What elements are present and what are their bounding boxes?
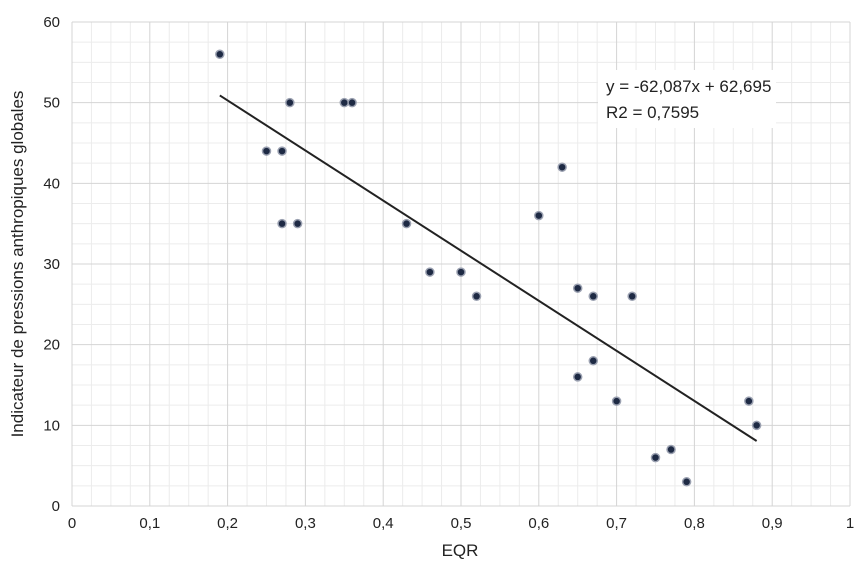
x-tick-label: 0,6 [528, 515, 549, 532]
equation-label: y = -62,087x + 62,695 [606, 77, 771, 96]
data-point [471, 291, 482, 302]
data-point [347, 97, 357, 108]
data-point [666, 444, 676, 455]
y-tick-label: 20 [43, 337, 60, 354]
y-tick-label: 10 [43, 417, 60, 434]
data-point [401, 218, 412, 229]
y-tick-label: 60 [43, 14, 60, 31]
x-tick-label: 0,2 [217, 515, 238, 532]
x-axis-title: EQR [442, 541, 479, 560]
x-tick-label: 0,7 [606, 515, 627, 532]
y-tick-label: 50 [43, 95, 60, 112]
data-point [292, 218, 303, 229]
data-point [261, 146, 272, 156]
x-tick-label: 0,8 [684, 515, 705, 532]
data-point [339, 97, 350, 108]
data-point [534, 210, 544, 221]
y-tick-label: 0 [52, 498, 60, 515]
data-point [277, 146, 287, 156]
x-tick-label: 0,5 [451, 515, 472, 532]
data-point [557, 162, 567, 172]
data-point [277, 218, 287, 229]
x-tick-label: 1 [846, 515, 854, 532]
y-tick-label: 40 [43, 175, 60, 192]
y-axis-title: Indicateur de pressions anthropiques glo… [8, 91, 27, 438]
data-point [425, 267, 435, 277]
data-point [627, 291, 637, 302]
y-tick-label: 30 [43, 256, 60, 273]
data-point [611, 396, 622, 406]
x-tick-label: 0,1 [139, 515, 160, 532]
y-axis-tick-labels: 0 10 20 30 40 50 60 [43, 14, 60, 515]
x-tick-label: 0,3 [295, 515, 316, 532]
data-points [215, 49, 762, 487]
equation-box [598, 70, 776, 128]
r2-label: R2 = 0,7595 [606, 103, 699, 122]
trendline [219, 94, 758, 442]
x-axis-tick-labels: 0 0,1 0,2 0,3 0,4 0,5 0,6 0,7 0,8 0,9 1 [68, 515, 854, 532]
data-point [751, 420, 762, 431]
data-point [650, 452, 661, 463]
x-tick-label: 0 [68, 515, 76, 532]
data-point [572, 283, 583, 293]
data-point [285, 97, 295, 108]
data-point [215, 49, 225, 60]
data-point [744, 396, 754, 406]
data-point [572, 372, 583, 382]
data-point [681, 477, 692, 487]
x-tick-label: 0,9 [762, 515, 783, 532]
data-point [588, 291, 599, 302]
x-tick-label: 0,4 [373, 515, 394, 532]
data-point [588, 356, 599, 366]
data-point [456, 267, 466, 277]
